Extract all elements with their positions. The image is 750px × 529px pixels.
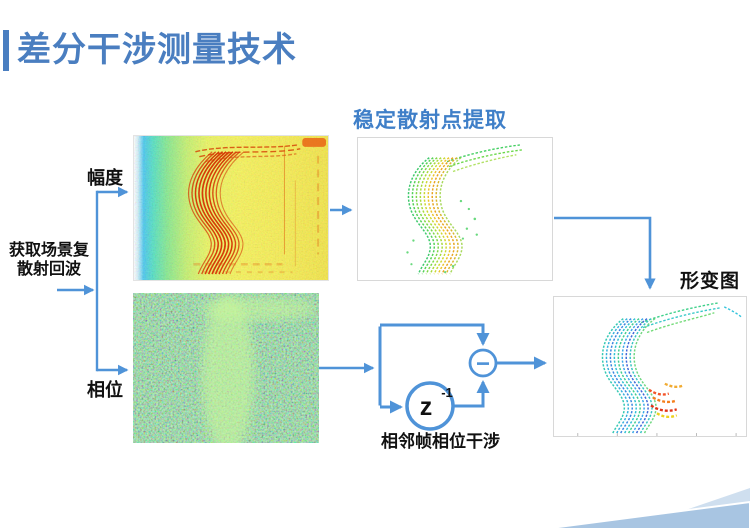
sar-amplitude-graphic bbox=[134, 136, 328, 280]
deformation-axis-ticks bbox=[577, 433, 737, 436]
stable-scatterer-image bbox=[357, 137, 553, 281]
phase-light-top bbox=[200, 297, 316, 321]
deformation-contour-bundle bbox=[601, 318, 657, 435]
minus-sign: − bbox=[476, 351, 490, 378]
interference-block bbox=[378, 323, 547, 431]
sar-phase-image bbox=[133, 293, 319, 443]
amplitude-corner-blob bbox=[302, 137, 327, 147]
input-echo-label-line1: 获取场景复 bbox=[8, 242, 89, 259]
delay-exponent: -1 bbox=[441, 385, 453, 400]
deformation-map-image bbox=[553, 296, 747, 437]
deformation-hot-patch bbox=[648, 382, 684, 419]
arrow-scatterer-to-deformation bbox=[554, 216, 656, 290]
scatterer-extraction-title: 稳定散射点提取 bbox=[353, 109, 507, 132]
input-echo-label-line2: 散射回波 bbox=[16, 261, 81, 278]
deformation-top-branch bbox=[640, 302, 742, 334]
amplitude-contour-bundle bbox=[187, 151, 245, 275]
title-accent-bar bbox=[3, 30, 9, 71]
delay-feedback-line bbox=[453, 380, 490, 408]
input-echo-label: 获取场景复 散射回波 bbox=[3, 241, 95, 279]
direct-path-line bbox=[380, 323, 490, 346]
deformation-map-title: 形变图 bbox=[680, 271, 741, 292]
sar-phase-graphic bbox=[133, 293, 319, 443]
corner-wedge-main bbox=[542, 500, 750, 529]
scatterer-contour-bundle bbox=[407, 157, 463, 275]
delay-block-circle bbox=[405, 381, 455, 431]
subtract-node-circle bbox=[468, 348, 498, 378]
stable-scatterer-graphic bbox=[358, 138, 552, 280]
phase-label: 相位 bbox=[87, 380, 123, 400]
slide-title: 差分干涉测量技术 bbox=[17, 31, 297, 69]
corner-wedge-light bbox=[630, 488, 750, 529]
phase-light-band bbox=[202, 295, 254, 443]
delay-operator-z: z bbox=[420, 393, 433, 421]
deformation-map-graphic bbox=[554, 297, 746, 436]
amplitude-label: 幅度 bbox=[87, 168, 123, 188]
scatterer-top-branch bbox=[446, 144, 523, 173]
adjacent-frame-interference-label: 相邻帧相位干涉 bbox=[381, 432, 500, 451]
sar-amplitude-image bbox=[133, 135, 329, 281]
scatterer-speckle-dots bbox=[406, 199, 478, 274]
amplitude-streaks bbox=[193, 145, 320, 274]
